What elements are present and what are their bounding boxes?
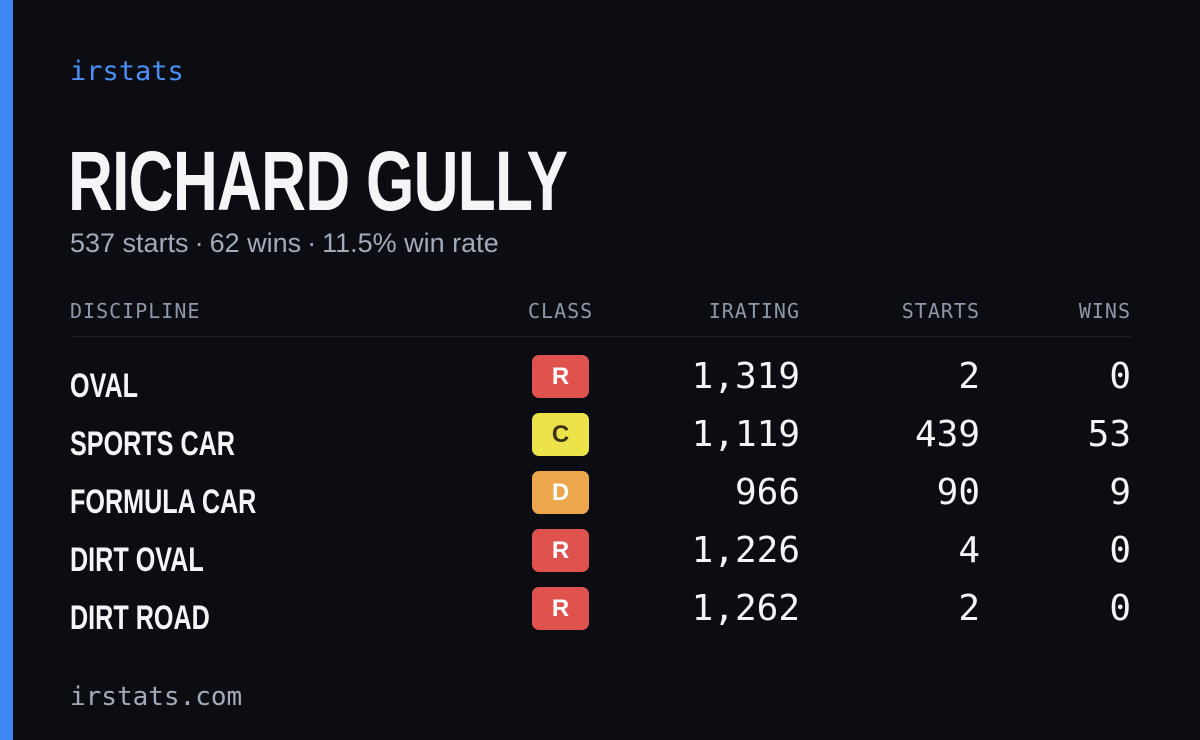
discipline-name: DIRT ROAD [70,599,210,637]
class-badge: R [532,529,589,572]
class-badge: D [532,471,589,514]
table-row: DIRT OVAL R 1,226 4 0 [70,527,1131,585]
wins-value: 0 [1109,356,1131,397]
header-irating: IRATING [708,299,800,323]
summary-separator: · [307,228,317,258]
starts-value: 90 [936,472,980,513]
wins-value: 53 [1087,414,1131,455]
accent-bar [0,0,13,740]
summary-win-rate: 11.5% win rate [322,228,499,258]
header-class: CLASS [528,299,594,323]
irating-value: 1,119 [691,414,800,455]
starts-value: 439 [914,414,980,455]
class-badge: R [532,587,589,630]
driver-summary: 537 starts · 62 wins · 11.5% win rate [70,228,499,259]
wins-value: 0 [1109,588,1131,629]
summary-wins: 62 wins [209,228,302,258]
header-discipline: DISCIPLINE [70,299,201,323]
table-row: SPORTS CAR C 1,119 439 53 [70,411,1131,469]
wins-value: 9 [1109,472,1131,513]
discipline-name: DIRT OVAL [70,541,204,579]
table-row: OVAL R 1,319 2 0 [70,353,1131,411]
irating-value: 966 [734,472,800,513]
wins-value: 0 [1109,530,1131,571]
footer-url[interactable]: irstats.com [70,682,243,712]
starts-value: 4 [958,530,980,571]
class-badge: R [532,355,589,398]
table-body: OVAL R 1,319 2 0 SPORTS CAR C 1,119 439 … [70,353,1131,643]
header-starts: STARTS [901,299,980,323]
driver-name: RICHARD GULLY [68,134,568,228]
table-row: FORMULA CAR D 966 90 9 [70,469,1131,527]
irating-value: 1,262 [691,588,800,629]
summary-starts: 537 starts [70,228,189,258]
starts-value: 2 [958,588,980,629]
discipline-name: OVAL [70,367,139,405]
irating-value: 1,319 [691,356,800,397]
header-wins: WINS [1078,299,1131,323]
discipline-name: SPORTS CAR [70,425,235,463]
table-header: DISCIPLINE CLASS IRATING STARTS WINS [70,296,1131,337]
stats-table: DISCIPLINE CLASS IRATING STARTS WINS OVA… [70,296,1131,643]
starts-value: 2 [958,356,980,397]
brand-logo[interactable]: irstats [70,56,184,87]
discipline-name: FORMULA CAR [70,483,257,521]
summary-separator: · [194,228,204,258]
irating-value: 1,226 [691,530,800,571]
class-badge: C [532,413,589,456]
table-row: DIRT ROAD R 1,262 2 0 [70,585,1131,643]
